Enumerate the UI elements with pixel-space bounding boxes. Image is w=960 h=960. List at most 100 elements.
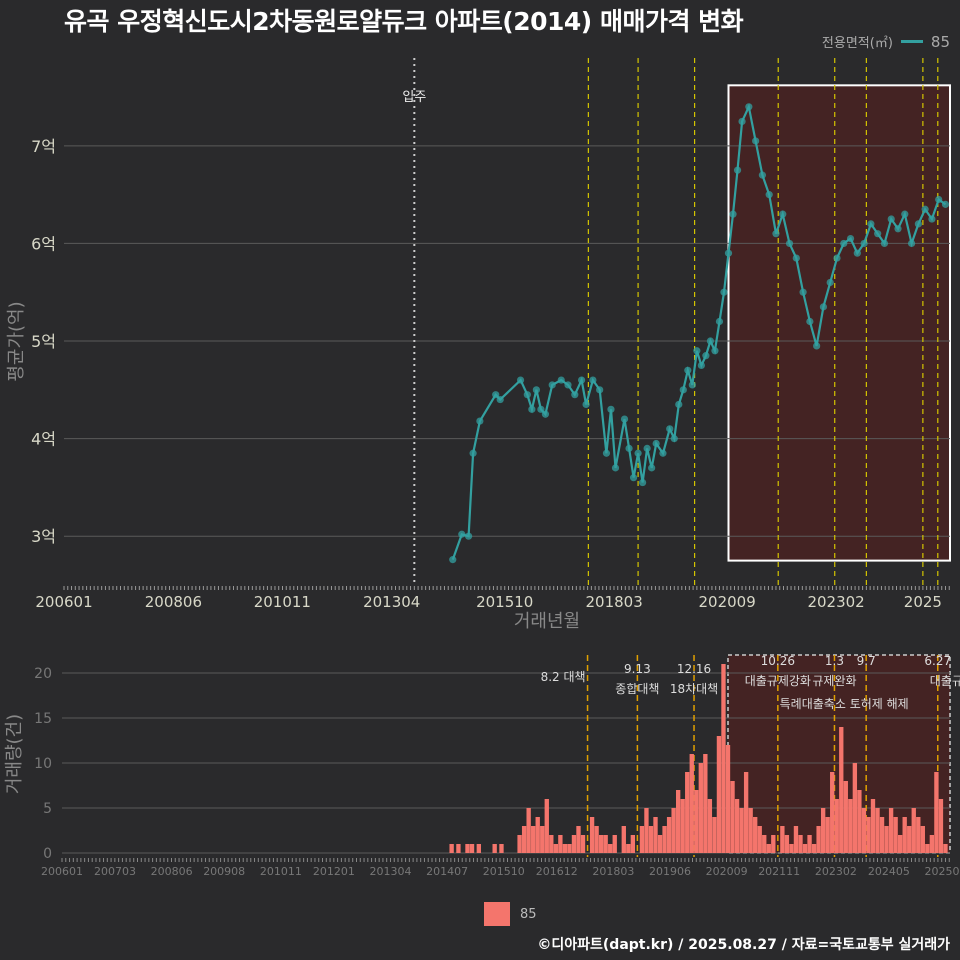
volume-bar [753, 817, 758, 853]
price-point [928, 215, 936, 223]
x-tick-label: 201011 [254, 593, 311, 611]
policy-sublabel: 종합대책 [615, 681, 659, 696]
price-point [860, 239, 868, 248]
price-point [733, 166, 742, 174]
volume-bar [857, 790, 862, 853]
x-tick-label: 201803 [586, 593, 643, 611]
price-point [634, 449, 642, 457]
y-tick-label: 6억 [31, 234, 56, 253]
price-point [901, 210, 909, 218]
volume-bar [712, 817, 717, 853]
volume-bar [739, 808, 744, 853]
volume-bar [811, 844, 817, 853]
volume-bar [621, 826, 626, 853]
x-tick-label: 201407 [426, 865, 468, 878]
price-point [724, 249, 733, 257]
volume-bar [675, 790, 681, 853]
x-tick-label: 201201 [313, 865, 355, 878]
volume-bar [902, 817, 907, 853]
volume-bar [816, 826, 821, 853]
legend-line-swatch [900, 40, 923, 43]
volume-bar [544, 799, 549, 853]
price-point [799, 288, 807, 296]
volume-bar [694, 790, 699, 853]
volume-bar [734, 799, 740, 853]
y-tick-label: 20 [34, 666, 52, 682]
price-point [666, 425, 674, 433]
price-point [867, 220, 875, 228]
price-point [772, 230, 780, 238]
x-tick-label: 200908 [203, 865, 245, 878]
price-point [853, 249, 861, 257]
price-point [458, 530, 466, 538]
price-point [779, 210, 787, 218]
volume-bar [730, 781, 735, 853]
price-point [602, 449, 611, 457]
volume-bar [766, 844, 771, 853]
price-point [643, 444, 651, 452]
volume-bar [725, 745, 731, 853]
volume-bar [762, 835, 767, 853]
x-tick-label: 201803 [592, 865, 634, 878]
legend-top: 전용면적(㎡) 85 [822, 32, 950, 52]
volume-bar [748, 808, 753, 853]
y-tick-label: 7억 [31, 137, 56, 156]
price-point [914, 220, 922, 228]
x-tick-label: 200806 [145, 593, 202, 611]
volume-bar [721, 664, 726, 853]
move-in-label: 입주 [402, 90, 426, 105]
volume-bar [825, 817, 830, 853]
price-point [729, 210, 737, 218]
price-point [697, 361, 705, 370]
volume-bar [553, 844, 559, 853]
price-point [702, 352, 710, 360]
y-tick-label: 3억 [31, 527, 56, 546]
price-point [752, 137, 760, 145]
price-point [846, 234, 855, 243]
legend-bar-label: 85 [520, 906, 537, 922]
volume-bar [476, 844, 481, 853]
x-tick-label: 202009 [706, 865, 748, 878]
volume-bar [626, 844, 631, 853]
price-point [625, 444, 633, 452]
volume-bar [911, 808, 916, 853]
price-point [706, 337, 715, 345]
volume-bar [943, 844, 948, 853]
price-point [921, 205, 929, 213]
y-tick-label: 5억 [31, 332, 56, 351]
volume-bar [630, 835, 636, 853]
volume-bar [834, 799, 839, 853]
price-point [541, 410, 550, 418]
price-point [607, 405, 615, 413]
price-point [806, 317, 814, 326]
policy-sublabel: 특례대출축소 토허제 해제 [780, 697, 909, 711]
volume-bar [603, 835, 608, 853]
volume-bar [671, 808, 676, 853]
policy-label: 12.16 [677, 662, 711, 676]
x-tick-label: 202302 [815, 865, 857, 878]
volume-bar [598, 835, 604, 853]
price-point [469, 449, 477, 457]
volume-bar [644, 808, 649, 853]
x-tick-label: 201011 [260, 865, 302, 878]
volume-bar [897, 835, 903, 853]
volume-bar [612, 835, 617, 853]
price-point [738, 117, 746, 126]
price-point [620, 415, 629, 423]
policy-label: 9.7 [857, 654, 876, 668]
x-tick-label: 202111 [758, 865, 800, 878]
volume-bar [540, 826, 545, 853]
volume-bar [685, 772, 690, 853]
price-point [765, 191, 773, 199]
volume-bar [469, 844, 475, 853]
volume-bar [861, 808, 867, 853]
price-point [564, 381, 572, 389]
volume-bar [567, 844, 572, 853]
y-axis-title: 평균가(억) [6, 301, 27, 381]
volume-bar [576, 826, 581, 853]
price-point [711, 347, 719, 355]
volume-bar [562, 844, 568, 853]
x-tick-label: 2025 [904, 593, 942, 611]
policy-sublabel: 규제완화 [812, 674, 856, 688]
volume-bar [465, 844, 470, 853]
